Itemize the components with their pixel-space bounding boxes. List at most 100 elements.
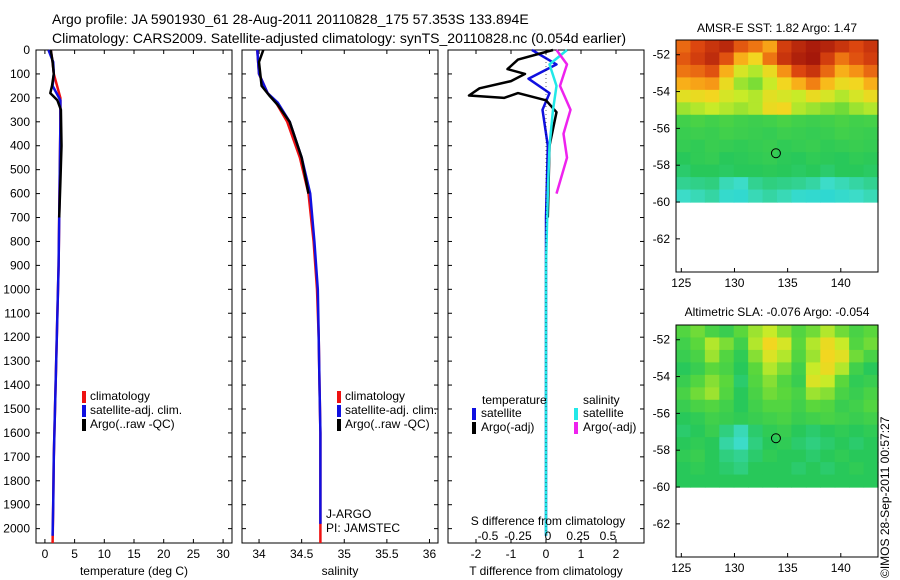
map-cell: [704, 77, 720, 91]
map-cell: [733, 437, 749, 451]
map-cell: [690, 40, 706, 54]
map-cell: [733, 362, 749, 376]
map-cell: [849, 164, 865, 178]
map-cell: [820, 114, 836, 128]
map-cell: [820, 152, 836, 166]
y-tick-label: 400: [10, 139, 30, 153]
map-cell: [733, 462, 749, 476]
map-cell: [704, 449, 720, 463]
map-cell: [863, 139, 879, 153]
map-cell: [704, 177, 720, 191]
map-cell: [719, 152, 735, 166]
map-cell: [719, 424, 735, 438]
map-cell: [704, 102, 720, 116]
legend-label: climatology: [345, 389, 405, 403]
map-cell: [733, 189, 749, 203]
legend-label: Argo(-adj): [583, 420, 636, 434]
map-cell: [805, 412, 821, 426]
map-cell: [805, 337, 821, 351]
s-tick-label: -0.5: [478, 529, 499, 543]
map-cell: [863, 374, 879, 388]
map-cell: [849, 462, 865, 476]
map-cell: [748, 77, 764, 91]
map-cell: [777, 449, 793, 463]
map-cell: [704, 152, 720, 166]
map-cell: [748, 399, 764, 413]
map-cell: [690, 399, 706, 413]
map-cell: [777, 462, 793, 476]
y-tick-label: 0: [23, 43, 30, 57]
legend-swatch-sal_argo: [574, 422, 578, 434]
map-cell: [704, 189, 720, 203]
map-cell: [748, 52, 764, 66]
map-cell: [863, 474, 879, 488]
map-cell: [777, 152, 793, 166]
map-cell: [704, 127, 720, 141]
map-cell: [777, 177, 793, 191]
y-tick-label: -56: [653, 121, 671, 135]
legend-swatch-argo: [472, 422, 476, 434]
map-cell: [748, 114, 764, 128]
map-cell: [863, 40, 879, 54]
map-cell: [820, 139, 836, 153]
map-cell: [690, 387, 706, 401]
map-cell: [704, 374, 720, 388]
map-cell: [733, 325, 749, 339]
y-tick-label: 1100: [4, 306, 30, 320]
map-cell: [820, 337, 836, 351]
map-cell: [777, 374, 793, 388]
map-cell: [748, 362, 764, 376]
map-cell: [704, 474, 720, 488]
map-cell: [762, 89, 778, 103]
map-cell: [791, 424, 807, 438]
map-cell: [719, 474, 735, 488]
map-cell: [820, 77, 836, 91]
map-cell: [719, 177, 735, 191]
map-cell: [777, 89, 793, 103]
salinity-panel: 34 34.5 35 35.5 36 salinity climatologysatelli…: [241, 49, 439, 578]
y-tick-label: 900: [10, 258, 30, 272]
map-cell: [676, 40, 692, 54]
map-cell: [733, 40, 749, 54]
y-tick-label: -62: [653, 517, 671, 531]
legend-swatch-sal_satellite: [574, 408, 578, 420]
legend-label: satellite: [583, 406, 624, 420]
map-cell: [704, 139, 720, 153]
map-cell: [805, 64, 821, 78]
map-cell: [834, 164, 850, 178]
map-cell: [863, 349, 879, 363]
map-cell: [704, 114, 720, 128]
map-cell: [762, 462, 778, 476]
map-cell: [805, 449, 821, 463]
y-tick-label: 1500: [3, 402, 30, 416]
map-cell: [733, 127, 749, 141]
map-cell: [704, 424, 720, 438]
map-cell: [676, 449, 692, 463]
map-cell: [762, 177, 778, 191]
map-cell: [704, 52, 720, 66]
legend-label: satellite-adj. clim.: [345, 403, 437, 417]
y-tick-label: -52: [653, 48, 671, 62]
map-cell: [733, 52, 749, 66]
map-cell: [690, 139, 706, 153]
map-cell: [834, 40, 850, 54]
map-cell: [805, 349, 821, 363]
temperature-panel: 0 5 10 15 20 25 300100200300400500600700800900…: [3, 43, 233, 578]
map-cell: [777, 189, 793, 203]
map-cell: [762, 399, 778, 413]
map-cell: [820, 102, 836, 116]
map-cell: [805, 127, 821, 141]
map-cell: [849, 325, 865, 339]
map-cell: [676, 52, 692, 66]
x-tick-label: 15: [127, 547, 141, 561]
map-cell: [748, 127, 764, 141]
map-cell: [834, 449, 850, 463]
difference-panel: -2 -1 0 1 2 T difference from climatology temp…: [447, 48, 645, 578]
map-cell: [748, 177, 764, 191]
map-cell: [805, 325, 821, 339]
map-cell: [762, 40, 778, 54]
map-cell: [791, 89, 807, 103]
map-cell: [834, 152, 850, 166]
map-cell: [777, 412, 793, 426]
map-cell: [762, 449, 778, 463]
